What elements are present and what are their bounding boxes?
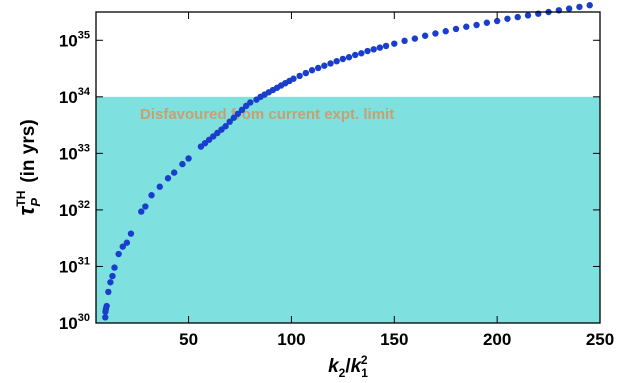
data-point [442, 28, 449, 35]
data-point [473, 21, 480, 29]
x-label-base2: k [351, 356, 363, 377]
y-label-rest: (in yrs) [18, 119, 39, 188]
data-point [238, 106, 246, 114]
data-point [352, 51, 359, 59]
data-point [226, 118, 233, 125]
y-tick-label: 1031 [59, 255, 90, 276]
data-point [382, 42, 390, 50]
data-point [290, 75, 297, 82]
data-point [327, 60, 334, 67]
data-point [308, 67, 316, 74]
data-point [314, 64, 322, 72]
data-point [230, 114, 238, 121]
x-label-base: k [328, 356, 340, 377]
data-point [109, 272, 116, 280]
data-point [234, 110, 242, 117]
data-point [222, 123, 229, 130]
data-point [411, 35, 419, 42]
x-label-sub2: 2 [339, 366, 346, 380]
plot-frame [95, 11, 601, 324]
plot-area: Disfavoured from current expt. limit 50 1… [59, 2, 614, 349]
y-tick-label: 1034 [59, 86, 91, 107]
data-point [321, 62, 328, 69]
data-points [102, 2, 593, 321]
x-label-slash: / [345, 356, 351, 377]
x-label-sup: 2 [361, 353, 368, 367]
data-point [401, 37, 408, 45]
data-point [119, 243, 126, 250]
y-label-tau: τ [14, 206, 39, 216]
data-point [142, 203, 149, 210]
data-point [586, 2, 593, 9]
y-tick-label: 1033 [59, 142, 90, 163]
y-label-sub: P [28, 198, 43, 207]
data-point [302, 69, 310, 77]
data-point [421, 32, 429, 39]
data-point [185, 155, 192, 162]
data-point [370, 46, 377, 53]
y-label-sup: TH [14, 191, 28, 207]
data-point [364, 47, 371, 55]
data-point [576, 3, 583, 11]
data-point [333, 57, 340, 65]
data-point [164, 175, 172, 182]
data-point [493, 17, 501, 25]
data-point [345, 54, 353, 61]
data-point [148, 192, 155, 199]
x-tick-label: 100 [277, 330, 305, 349]
data-point [504, 15, 511, 22]
y-tick-label: 1030 [59, 312, 90, 333]
data-point [432, 30, 439, 37]
data-point [339, 55, 347, 63]
data-point [452, 25, 460, 33]
y-axis-ticks: 1030 1031 1032 1033 1034 1035 [59, 29, 600, 333]
x-axis-ticks: 50 100 150 200 250 [179, 12, 614, 349]
data-point [111, 264, 118, 271]
data-point [115, 250, 122, 258]
data-point [483, 19, 491, 26]
data-point [107, 279, 114, 286]
data-point [105, 288, 112, 296]
region-label: Disfavoured from current expt. limit [140, 106, 394, 123]
data-point [170, 169, 178, 176]
data-point [127, 230, 135, 237]
data-point [524, 12, 532, 19]
y-tick-label: 1032 [59, 199, 90, 220]
data-point [138, 208, 145, 215]
data-point [358, 50, 365, 57]
x-tick-label: 200 [483, 330, 511, 349]
x-label-sub1: 1 [361, 366, 368, 380]
data-point [123, 239, 131, 246]
data-point [247, 99, 254, 106]
data-point [296, 72, 303, 80]
x-axis-label: k2/k12 [328, 353, 368, 380]
data-point [156, 183, 163, 190]
data-point [391, 40, 398, 47]
data-point [179, 160, 186, 168]
data-point [565, 5, 573, 12]
x-tick-label: 250 [586, 330, 614, 349]
y-axis-label: τTHP (in yrs) [14, 119, 43, 215]
disfavoured-region [96, 96, 600, 324]
data-point [102, 314, 109, 321]
data-point [463, 23, 470, 30]
data-point [514, 13, 521, 21]
data-point [103, 302, 110, 310]
data-point [376, 44, 384, 51]
x-tick-label: 50 [179, 330, 198, 349]
y-tick-label: 1035 [59, 29, 90, 50]
x-tick-label: 150 [380, 330, 408, 349]
